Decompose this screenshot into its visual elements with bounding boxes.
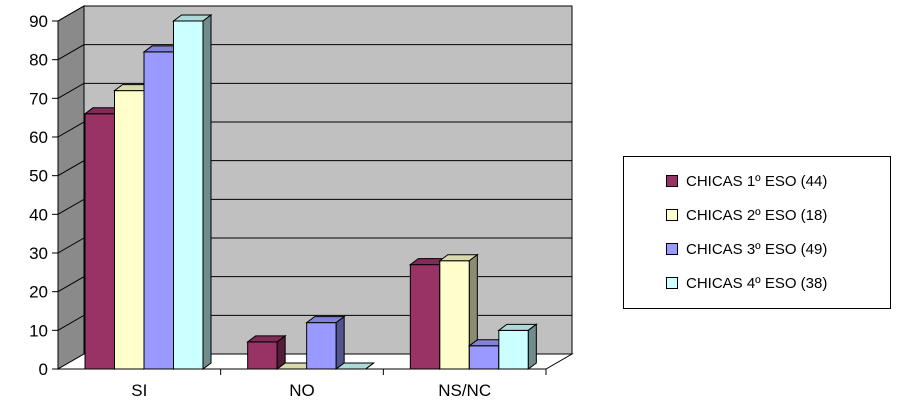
gridline xyxy=(57,44,572,61)
side-wall xyxy=(57,5,85,370)
legend-swatch xyxy=(666,175,678,187)
y-tick-label: 70 xyxy=(29,89,48,108)
legend-swatch xyxy=(666,243,678,255)
legend-swatch xyxy=(666,277,678,289)
y-tick-label: 20 xyxy=(29,283,48,302)
y-tick-label: 30 xyxy=(29,244,48,263)
bar-front xyxy=(498,329,529,370)
gridline xyxy=(57,198,572,215)
legend-item: CHICAS 4º ESO (38) xyxy=(666,273,827,293)
x-category-label: NO xyxy=(289,381,315,400)
bar xyxy=(246,334,287,370)
legend-swatch xyxy=(666,209,678,221)
bar xyxy=(497,323,538,370)
y-axis-tick-labels: 0 10 20 30 40 50 60 70 80 90 xyxy=(29,12,48,379)
x-category-label: NS/NC xyxy=(438,381,491,400)
bar-front xyxy=(409,264,441,370)
legend: CHICAS 1º ESO (44) CHICAS 2º ESO (18) CH… xyxy=(623,156,891,309)
x-axis-category-labels: SI NO NS/NC xyxy=(131,381,491,400)
bar-side xyxy=(202,14,212,370)
legend-label: CHICAS 2º ESO (18) xyxy=(686,206,828,224)
bar xyxy=(438,253,479,370)
legend-item: CHICAS 1º ESO (44) xyxy=(666,171,827,191)
y-tick-label: 40 xyxy=(29,205,48,224)
bar-front xyxy=(468,345,500,370)
gridline xyxy=(57,237,572,254)
axes xyxy=(52,20,547,375)
bar-side xyxy=(527,323,537,370)
bar-front xyxy=(143,51,174,370)
bar-side xyxy=(335,315,345,370)
legend-label: CHICAS 1º ESO (44) xyxy=(686,172,828,190)
gridline xyxy=(57,314,572,331)
gridline xyxy=(57,82,572,99)
legend-item: CHICAS 2º ESO (18) xyxy=(666,205,827,225)
bar xyxy=(172,14,213,370)
gridline xyxy=(57,160,572,177)
x-category-label: SI xyxy=(131,381,147,400)
gridline xyxy=(57,121,572,138)
bar-front xyxy=(84,113,115,370)
bar xyxy=(305,315,346,370)
y-tick-label: 0 xyxy=(39,360,48,379)
gridline xyxy=(57,276,572,293)
bar-front xyxy=(247,341,278,370)
y-tick-label: 60 xyxy=(29,128,48,147)
bar-front xyxy=(114,90,145,370)
legend-label: CHICAS 4º ESO (38) xyxy=(686,274,828,292)
bar-front xyxy=(173,20,204,370)
y-tick-label: 90 xyxy=(29,12,48,31)
gridlines xyxy=(57,5,572,331)
y-tick-label: 50 xyxy=(29,167,48,186)
bar-side xyxy=(365,362,374,370)
y-tick-label: 10 xyxy=(29,321,48,340)
legend-label: CHICAS 3º ESO (49) xyxy=(686,240,828,258)
legend-item: CHICAS 3º ESO (49) xyxy=(666,239,827,259)
gridline xyxy=(57,5,572,22)
y-tick-label: 80 xyxy=(29,51,48,70)
bar-front xyxy=(439,260,470,370)
bar-front xyxy=(306,322,337,370)
